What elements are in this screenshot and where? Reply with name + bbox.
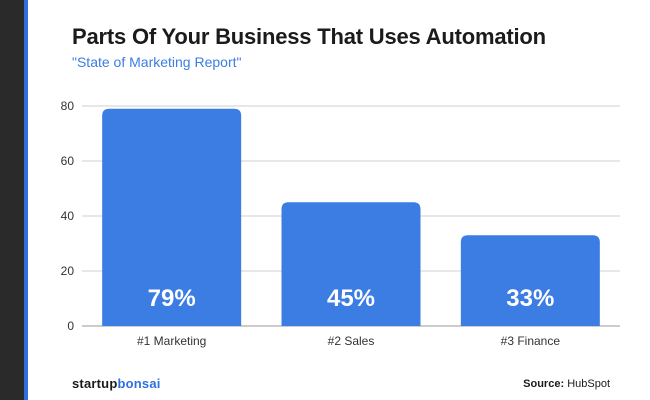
chart-title: Parts Of Your Business That Uses Automat… [72,24,546,49]
y-tick-label: 80 [61,99,75,113]
bar-3 [460,235,600,326]
source-label: Source: [523,378,565,390]
y-tick-label: 60 [61,154,75,168]
x-tick-label: #2 Sales [328,334,375,348]
y-tick-label: 0 [67,319,74,333]
source-value: HubSpot [567,378,610,390]
bar-2 [281,202,421,326]
source-credit: Source: HubSpot [523,378,610,390]
brand-name-part2: bonsai [117,376,161,391]
bar-data-label: 79% [148,285,196,312]
brand-name-part1: startup [72,376,118,391]
brand-logo: startupbonsai [72,376,161,391]
x-tick-label: #3 Finance [501,334,561,348]
bar-1 [102,108,242,326]
bar-data-label: 33% [506,285,554,312]
y-tick-label: 40 [61,209,75,223]
y-tick-label: 20 [61,264,75,278]
chart-subtitle: "State of Marketing Report" [72,54,242,70]
left-accent-rail [0,0,28,400]
bar-data-label: 45% [327,285,375,312]
x-tick-label: #1 Marketing [137,334,206,348]
